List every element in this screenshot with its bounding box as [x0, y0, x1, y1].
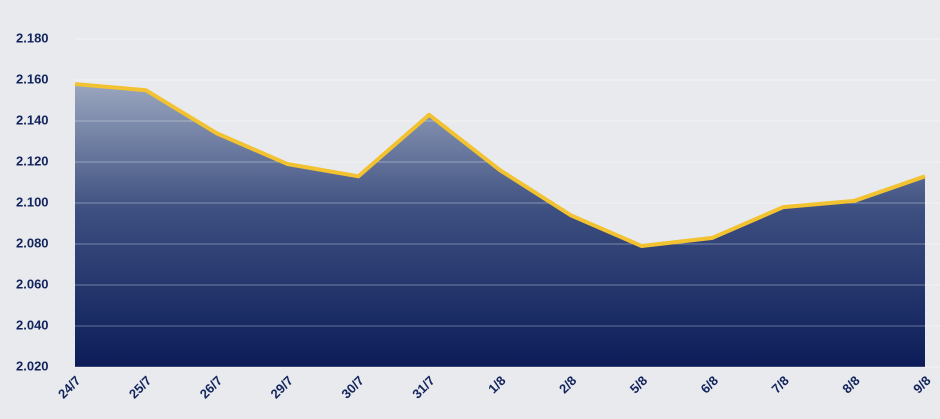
y-tick-label: 2.140 [16, 112, 49, 127]
y-tick-label: 2.180 [16, 30, 49, 45]
y-tick-label: 2.120 [16, 153, 49, 168]
y-tick-label: 2.040 [16, 317, 49, 332]
y-tick-label: 2.080 [16, 235, 49, 250]
y-tick-label: 2.100 [16, 194, 49, 209]
y-tick-label: 2.020 [16, 358, 49, 373]
area [75, 84, 925, 367]
y-tick-label: 2.160 [16, 71, 49, 86]
line [74, 82, 926, 249]
y-tick-label: 2.060 [16, 276, 49, 291]
